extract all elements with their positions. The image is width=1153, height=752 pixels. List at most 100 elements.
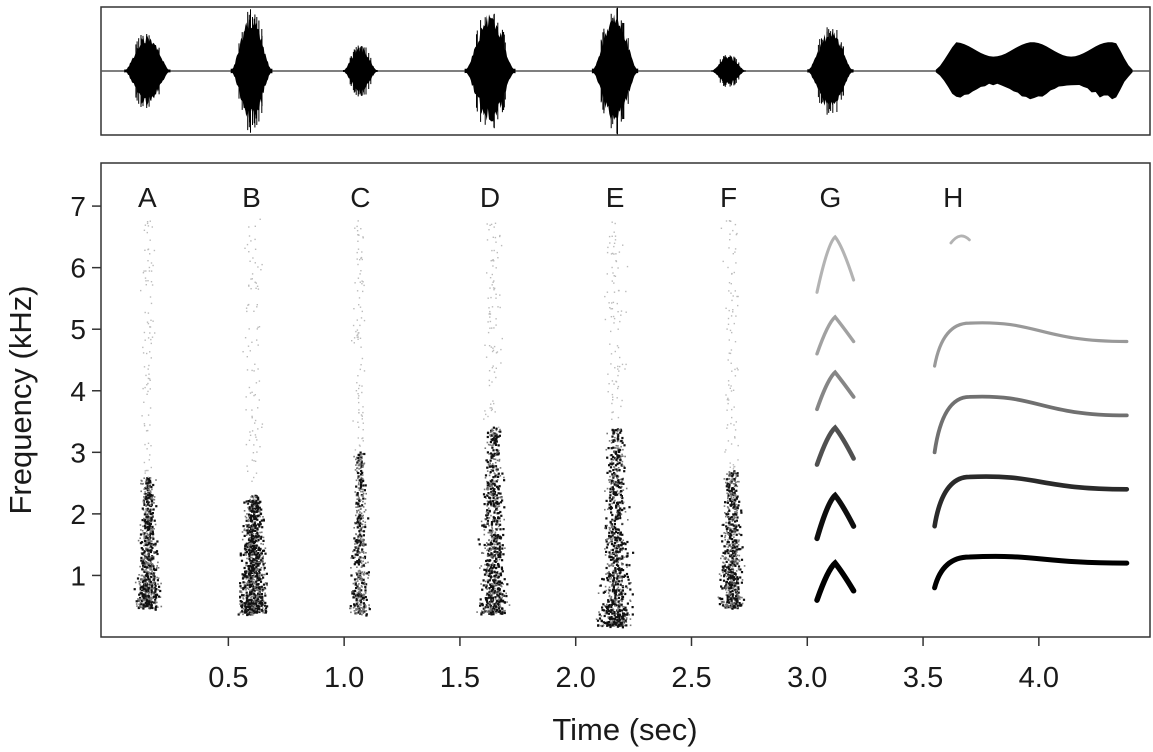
energy-dot: [155, 568, 158, 571]
energy-dot: [150, 270, 153, 272]
energy-dot: [146, 566, 149, 569]
energy-dot: [733, 536, 735, 538]
energy-dot: [358, 499, 361, 502]
energy-dot: [255, 560, 258, 563]
energy-dot: [606, 579, 609, 582]
energy-dot: [616, 573, 618, 575]
energy-dot: [357, 537, 359, 539]
energy-dot: [493, 499, 496, 502]
energy-dot: [255, 569, 258, 571]
energy-dot: [722, 551, 725, 554]
energy-dot: [245, 583, 248, 586]
energy-dot: [495, 500, 497, 502]
energy-dot: [496, 453, 499, 456]
energy-dot: [360, 579, 363, 582]
spectrogram-call-b: [237, 218, 269, 617]
energy-dot: [251, 614, 254, 616]
energy-dot: [735, 533, 738, 536]
energy-dot: [145, 535, 148, 538]
energy-dot: [485, 584, 487, 586]
energy-dot: [488, 550, 491, 552]
energy-dot: [254, 422, 256, 424]
energy-dot: [143, 517, 145, 520]
energy-dot: [145, 284, 147, 286]
energy-dot: [489, 575, 492, 578]
energy-dot: [360, 490, 362, 493]
energy-dot: [741, 546, 744, 549]
energy-dot: [729, 543, 731, 546]
energy-dot: [485, 514, 488, 517]
energy-dot: [358, 426, 360, 428]
energy-dot: [257, 534, 260, 537]
energy-dot: [733, 588, 735, 591]
energy-dot: [156, 552, 159, 556]
energy-dot: [478, 543, 481, 546]
energy-dot: [491, 609, 494, 612]
energy-dot: [626, 552, 629, 555]
energy-dot: [605, 550, 608, 553]
energy-dot: [255, 382, 258, 384]
energy-dot: [620, 567, 623, 571]
energy-dot: [361, 418, 363, 420]
energy-dot: [157, 595, 161, 598]
energy-dot: [490, 296, 492, 299]
energy-dot: [266, 584, 268, 587]
energy-dot: [145, 578, 148, 581]
energy-dot: [617, 385, 620, 388]
energy-dot: [359, 324, 361, 327]
energy-dot: [156, 579, 159, 582]
energy-dot: [724, 552, 727, 555]
energy-dot: [137, 539, 140, 542]
energy-dot: [145, 469, 148, 472]
energy-dot: [157, 606, 159, 608]
energy-dot: [621, 580, 623, 583]
energy-dot: [621, 616, 624, 620]
energy-dot: [490, 494, 493, 497]
energy-dot: [249, 510, 251, 512]
energy-dot: [616, 568, 618, 570]
energy-dot: [142, 558, 145, 561]
energy-dot: [145, 570, 147, 572]
energy-dot: [503, 506, 506, 509]
energy-dot: [495, 297, 497, 299]
energy-dot: [144, 598, 147, 601]
energy-dot: [358, 387, 360, 390]
energy-dot: [724, 539, 727, 541]
energy-dot: [619, 365, 621, 368]
energy-dot: [720, 585, 723, 588]
energy-dot: [144, 592, 147, 594]
energy-dot: [241, 573, 244, 576]
energy-dot: [358, 475, 361, 477]
energy-dot: [726, 548, 729, 552]
energy-dot: [608, 595, 611, 598]
energy-dot: [731, 498, 734, 501]
energy-dot: [361, 488, 363, 490]
energy-dot: [241, 531, 244, 533]
energy-dot: [608, 616, 611, 619]
energy-dot: [492, 444, 495, 446]
energy-dot: [624, 624, 626, 627]
energy-dot: [492, 592, 494, 595]
energy-dot: [493, 289, 495, 291]
energy-dot: [729, 560, 732, 563]
energy-dot: [612, 544, 615, 547]
energy-dot: [503, 479, 506, 482]
energy-dot: [730, 479, 732, 482]
energy-dot: [498, 608, 501, 611]
energy-dot: [496, 497, 499, 500]
energy-dot: [728, 518, 731, 521]
energy-dot: [502, 583, 504, 585]
energy-dot: [731, 500, 734, 503]
energy-dot: [486, 480, 488, 483]
energy-dot: [736, 554, 739, 557]
energy-dot: [151, 587, 153, 589]
energy-dot: [360, 585, 363, 587]
energy-dot: [149, 477, 152, 479]
energy-dot: [356, 230, 359, 232]
energy-dot: [493, 458, 496, 460]
energy-dot: [365, 610, 368, 612]
energy-dot: [734, 484, 737, 487]
energy-dot: [609, 581, 611, 583]
energy-dot: [359, 556, 362, 559]
energy-dot: [251, 568, 254, 571]
